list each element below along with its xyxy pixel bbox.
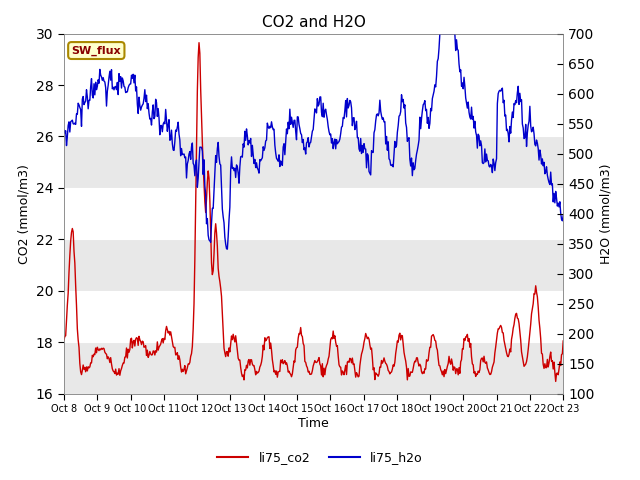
Bar	[64, 188, 563, 240]
Text: SW_flux: SW_flux	[72, 46, 121, 56]
Bar	[64, 291, 563, 342]
Bar	[64, 85, 563, 136]
Bar	[64, 136, 563, 188]
Bar	[64, 34, 563, 85]
X-axis label: Time: Time	[298, 417, 329, 430]
Y-axis label: H2O (mmol/m3): H2O (mmol/m3)	[600, 163, 613, 264]
Bar	[64, 240, 563, 291]
Bar	[64, 342, 563, 394]
Y-axis label: CO2 (mmol/m3): CO2 (mmol/m3)	[17, 164, 30, 264]
Legend: li75_co2, li75_h2o: li75_co2, li75_h2o	[212, 446, 428, 469]
Bar	[64, 34, 563, 85]
Title: CO2 and H2O: CO2 and H2O	[262, 15, 365, 30]
